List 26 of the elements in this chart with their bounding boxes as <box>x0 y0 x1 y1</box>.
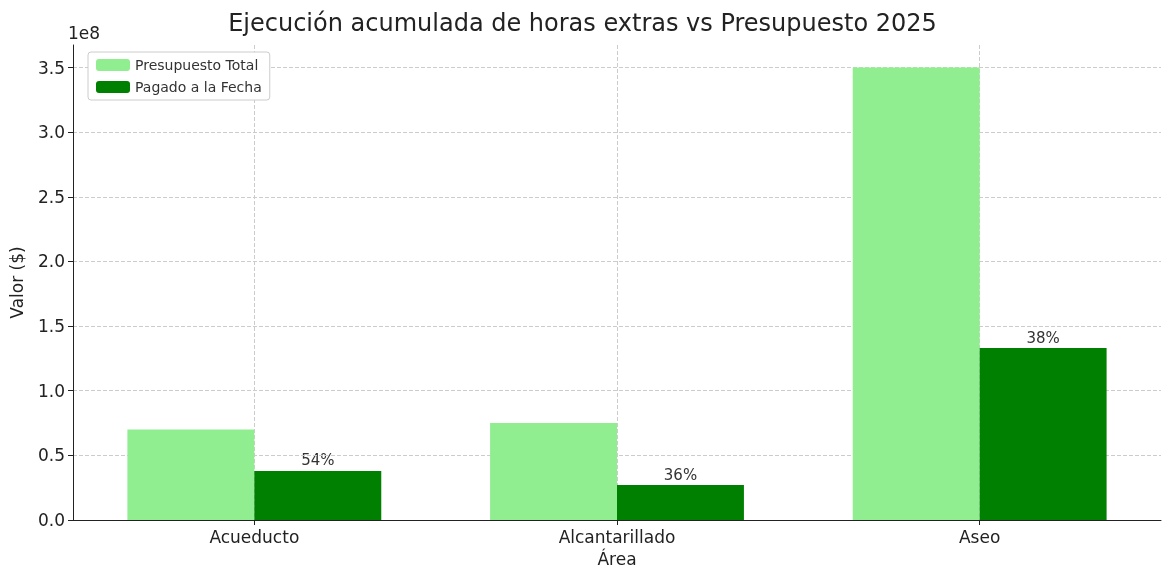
annotation: 54% <box>301 451 335 470</box>
bar <box>127 429 255 520</box>
bar <box>490 423 617 520</box>
y-tick-label: 1.0 <box>37 380 65 401</box>
y-axis-title: Valor ($) <box>6 246 27 319</box>
y-tick-label: 1.5 <box>37 316 65 337</box>
text: 1e8 <box>68 22 101 43</box>
x-tick-label: Acueducto <box>209 526 300 547</box>
bar <box>617 485 744 520</box>
x-tick-label: Alcantarillado <box>558 526 676 547</box>
legend-label: Presupuesto Total <box>135 57 259 73</box>
bar <box>979 348 1107 520</box>
legend-label: Pagado a la Fecha <box>135 79 262 95</box>
bar <box>852 67 980 520</box>
annotation: 38% <box>1026 328 1060 347</box>
y-tick-label: 2.0 <box>37 251 65 272</box>
y-tick-label: 3.5 <box>37 57 65 78</box>
x-tick-label: Aseo <box>958 526 1001 547</box>
y-tick-label: 2.5 <box>37 186 65 207</box>
y-tick-label: 0.0 <box>37 510 65 530</box>
y-tick-label: 0.5 <box>37 445 65 466</box>
x-axis-title: Área <box>597 547 637 569</box>
y-tick-label: 3.0 <box>37 122 65 143</box>
bar <box>254 470 382 520</box>
annotation: 36% <box>663 465 698 484</box>
chart-title: Ejecución acumulada de horas extras vs Presupuesto 2025 <box>228 9 937 37</box>
